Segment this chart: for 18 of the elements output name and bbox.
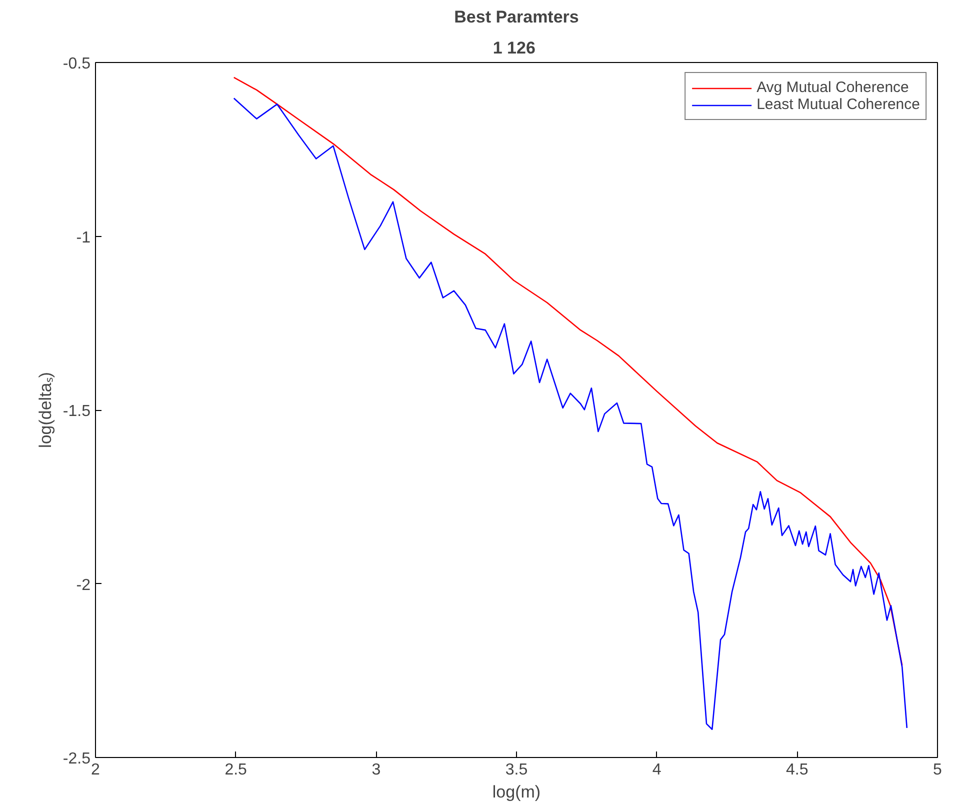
x-tick-label: 5	[933, 762, 942, 778]
x-tick-label: 2	[91, 762, 100, 778]
y-tick-label: -2.5	[62, 750, 91, 768]
x-tick-label: 4	[652, 762, 662, 778]
y-tick-label: -0.5	[62, 56, 91, 72]
y-tick-label: -1	[76, 229, 91, 246]
x-tick-label: 2.5	[224, 762, 248, 778]
y-tick-label: -2	[76, 576, 91, 594]
y-axis-title: log(deltaₛ)	[36, 372, 55, 448]
legend-label: Avg Mutual Coherence	[756, 79, 909, 96]
x-tick-label: 4.5	[786, 762, 808, 778]
y-tick-label: -1.5	[62, 403, 91, 420]
chart-subtitle: 1 126	[492, 38, 536, 58]
legend-label: Least Mutual Coherence	[756, 96, 920, 113]
x-tick-label: 3	[372, 762, 381, 778]
chart-title: Best Paramters	[454, 8, 579, 26]
x-tick-label: 3.5	[505, 762, 528, 778]
x-axis-title: log(m)	[492, 782, 541, 802]
